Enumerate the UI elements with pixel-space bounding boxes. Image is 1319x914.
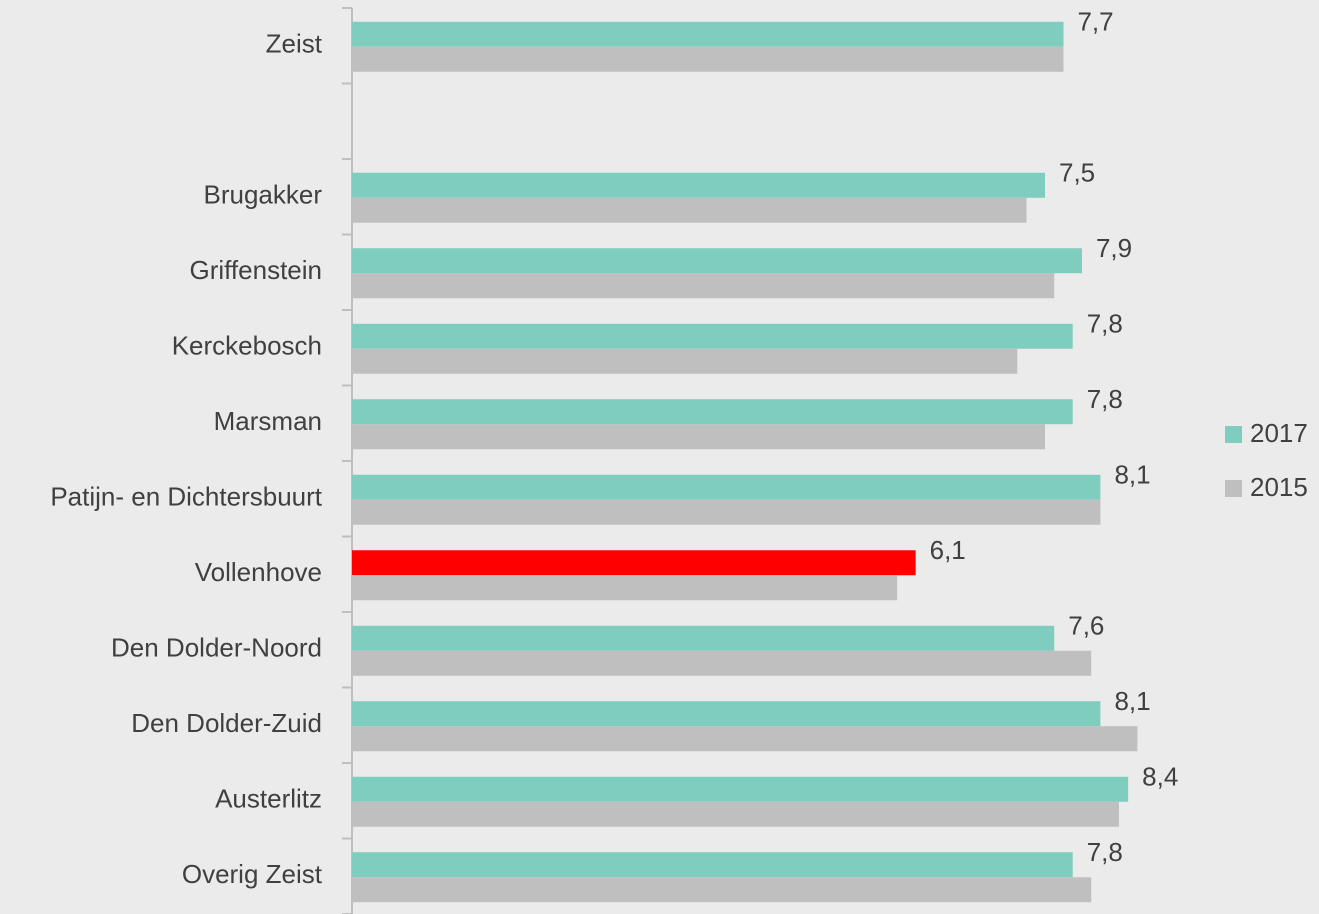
- bar: [352, 323, 1073, 349]
- bar: [352, 877, 1092, 903]
- data-label: 8,4: [1142, 762, 1178, 792]
- y-tick-label: Patijn- en Dichtersbuurt: [50, 482, 322, 512]
- y-tick-label: Vollenhove: [195, 557, 322, 587]
- y-tick-label: Den Dolder-Zuid: [131, 708, 322, 738]
- data-label: 8,1: [1114, 686, 1150, 716]
- bar: [352, 550, 916, 576]
- data-label: 7,8: [1087, 837, 1123, 867]
- y-tick-label: Kerckebosch: [172, 331, 322, 361]
- bar: [352, 474, 1101, 500]
- bar: [352, 776, 1129, 802]
- bar: [352, 46, 1064, 72]
- bar: [352, 424, 1045, 450]
- legend-label: 2017: [1250, 418, 1308, 448]
- bar: [352, 172, 1045, 198]
- bar: [352, 499, 1101, 525]
- bar: [352, 348, 1018, 374]
- y-tick-label: Brugakker: [204, 180, 323, 210]
- bar: [352, 726, 1138, 752]
- data-label: 7,5: [1059, 158, 1095, 188]
- bar: [352, 650, 1092, 676]
- y-tick-label: Austerlitz: [215, 784, 322, 814]
- data-label: 7,8: [1087, 384, 1123, 414]
- bar: [352, 701, 1101, 727]
- data-label: 6,1: [930, 535, 966, 565]
- legend-swatch: [1225, 480, 1242, 497]
- bar: [352, 248, 1082, 274]
- bar: [352, 197, 1027, 223]
- data-label: 7,8: [1087, 309, 1123, 339]
- data-label: 7,6: [1068, 611, 1104, 641]
- bar: [352, 801, 1119, 827]
- y-tick-label: Den Dolder-Noord: [111, 633, 322, 663]
- data-label: 7,7: [1077, 7, 1113, 37]
- y-tick-label: Overig Zeist: [182, 859, 323, 889]
- y-tick-label: Griffenstein: [190, 255, 322, 285]
- bar: [352, 399, 1073, 425]
- bar: [352, 852, 1073, 878]
- bar: [352, 625, 1055, 651]
- y-tick-label: Zeist: [266, 29, 323, 59]
- data-label: 7,9: [1096, 233, 1132, 263]
- bar: [352, 273, 1055, 299]
- data-label: 8,1: [1114, 460, 1150, 490]
- y-tick-label: Marsman: [214, 406, 322, 436]
- legend-label: 2015: [1250, 472, 1308, 502]
- legend-swatch: [1225, 426, 1242, 443]
- bar: [352, 21, 1064, 47]
- bar: [352, 575, 898, 601]
